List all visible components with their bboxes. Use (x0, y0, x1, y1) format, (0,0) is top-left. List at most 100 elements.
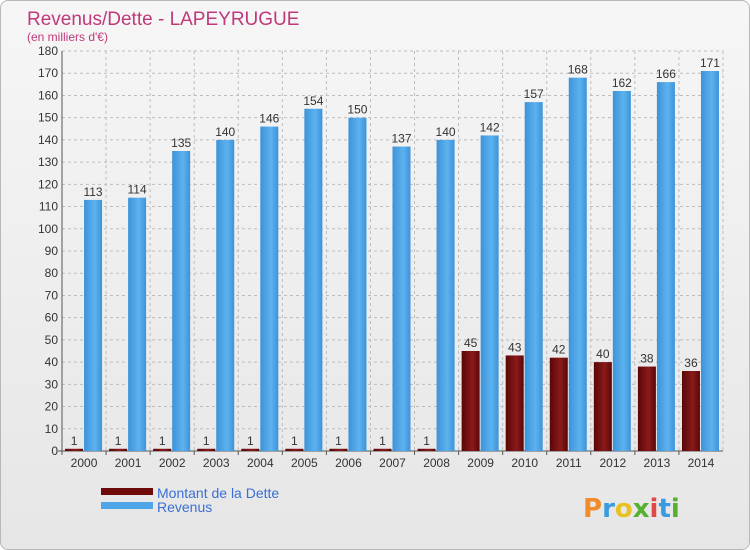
x-tick-label: 2010 (511, 456, 538, 470)
revenus-bar (656, 82, 675, 451)
revenus-bar-label: 154 (303, 94, 323, 108)
y-tick-label: 130 (38, 155, 58, 169)
revenus-bar-label: 142 (480, 120, 500, 134)
dette-bar (637, 366, 656, 451)
y-tick-label: 140 (38, 133, 58, 147)
x-tick-label: 2003 (203, 456, 230, 470)
x-tick-label: 2001 (115, 456, 142, 470)
logo-letter: o (615, 494, 633, 524)
revenus-bar (128, 197, 147, 451)
chart-subtitle: (en milliers d'€) (27, 30, 108, 44)
x-tick-label: 2014 (688, 456, 715, 470)
dette-bar-label: 38 (640, 352, 654, 366)
proxiti-logo: Proxiti (583, 494, 680, 524)
x-tick-label: 2005 (291, 456, 318, 470)
revenus-bar-label: 150 (347, 103, 367, 117)
revenus-bar (568, 77, 587, 452)
y-tick-label: 180 (38, 44, 58, 58)
dette-bar-label: 1 (335, 434, 342, 448)
y-tick-label: 120 (38, 177, 58, 191)
revenus-bar (348, 117, 367, 452)
x-tick-label: 2008 (423, 456, 450, 470)
dette-bar-label: 43 (508, 340, 522, 354)
revenus-bar (524, 102, 543, 451)
revenus-bar-label: 137 (391, 132, 411, 146)
dette-bar (461, 351, 480, 451)
revenus-bar (172, 151, 191, 451)
y-tick-label: 30 (45, 377, 59, 391)
revenus-bar (260, 126, 279, 452)
revenus-bar-label: 146 (259, 112, 279, 126)
y-tick-label: 110 (39, 200, 58, 214)
dette-bar (65, 448, 84, 451)
dette-bar-label: 1 (291, 434, 298, 448)
revenus-bar-label: 114 (128, 183, 147, 197)
revenus-bar-label: 162 (612, 76, 632, 90)
dette-bar (593, 362, 612, 451)
dette-bar-label: 1 (71, 434, 78, 448)
logo-letter: r (602, 494, 615, 524)
y-tick-label: 160 (38, 88, 58, 102)
revenus-bar-label: 135 (171, 136, 191, 150)
dette-bar (549, 357, 568, 451)
x-tick-label: 2013 (644, 456, 671, 470)
dette-bar-label: 42 (552, 343, 566, 357)
y-tick-label: 150 (38, 111, 58, 125)
dette-bar (197, 448, 216, 451)
dette-legend-label: Montant de la Dette (157, 485, 279, 501)
revenus-bar (84, 199, 103, 451)
dette-bar (681, 371, 700, 451)
revenus-bar (436, 139, 455, 451)
revenus-bar (700, 71, 719, 451)
dette-legend-swatch (101, 488, 153, 495)
dette-bar-label: 36 (684, 356, 698, 370)
x-axis: 2000 2001 2002 2003 2004 2005 2006 2007 2008 2009… (61, 451, 715, 470)
revenus-bar-label: 166 (656, 67, 676, 81)
x-tick-label: 2000 (71, 456, 98, 470)
dette-bar-label: 1 (115, 434, 122, 448)
revenus-bar-label: 113 (83, 185, 102, 199)
y-tick-label: 50 (45, 333, 59, 347)
y-axis: 0102030405060708090100110120130140150160… (38, 44, 723, 458)
dette-bar-label: 1 (247, 434, 254, 448)
chart-title: Revenus/Dette - LAPEYRUGUE (27, 9, 299, 30)
x-tick-label: 2006 (335, 456, 362, 470)
x-tick-label: 2004 (247, 456, 274, 470)
logo-letter: t (658, 494, 670, 524)
x-tick-label: 2007 (379, 456, 406, 470)
revenus-bar (304, 108, 323, 452)
dette-bar-label: 45 (464, 336, 478, 350)
logo-letter: P (583, 494, 602, 524)
dette-bar (285, 448, 304, 451)
revenus-bar (612, 91, 631, 451)
x-tick-label: 2009 (467, 456, 494, 470)
revenus-bar-label: 171 (700, 56, 720, 70)
revenus-bar-label: 140 (436, 125, 456, 139)
y-tick-label: 40 (45, 355, 59, 369)
y-tick-label: 20 (45, 400, 59, 414)
revenus-bar (392, 146, 411, 452)
logo-letter: x (633, 494, 650, 524)
x-tick-label: 2012 (599, 456, 626, 470)
revenus-bar-label: 157 (524, 87, 544, 101)
revenus-bar-label: 140 (215, 125, 235, 139)
y-tick-label: 90 (45, 244, 59, 258)
revenus-legend-label: Revenus (157, 499, 212, 515)
x-tick-label: 2002 (159, 456, 186, 470)
dette-bar (373, 448, 392, 451)
revenus-legend-swatch (101, 502, 153, 509)
logo-letter: i (671, 494, 680, 524)
bars: 1 113 1 114 1 135 1 140 1 146 1 154 1 150 1 137 1 140 45 14… (65, 56, 720, 452)
dette-bar-label: 1 (159, 434, 166, 448)
dette-bar-label: 1 (203, 434, 210, 448)
revenus-bar-label: 168 (568, 63, 588, 77)
dette-bar (417, 448, 436, 451)
y-tick-label: 100 (38, 222, 58, 236)
y-tick-label: 60 (45, 311, 59, 325)
y-tick-label: 10 (45, 422, 59, 436)
y-tick-label: 170 (38, 66, 58, 80)
x-tick-label: 2011 (556, 456, 582, 470)
